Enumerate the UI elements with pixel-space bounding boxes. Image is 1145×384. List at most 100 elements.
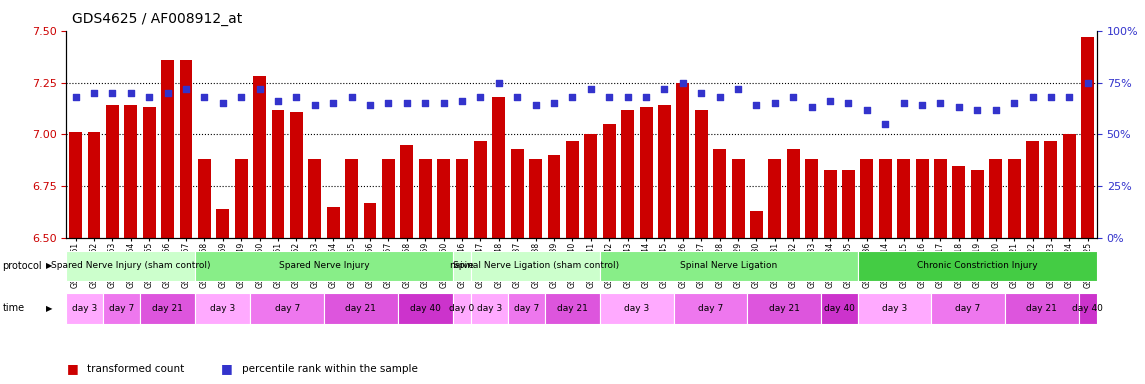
Point	[232, 94, 251, 100]
Point	[913, 102, 931, 108]
Point	[839, 100, 858, 106]
Bar	[198, 159, 211, 238]
Text: day 7: day 7	[109, 304, 134, 313]
Point	[1024, 94, 1042, 100]
Text: day 3: day 3	[477, 304, 503, 313]
Bar	[916, 159, 929, 238]
Bar	[456, 159, 468, 238]
Bar	[1063, 134, 1076, 238]
Bar	[66, 251, 195, 281]
Bar	[474, 141, 487, 238]
Text: Spared Nerve Injury: Spared Nerve Injury	[278, 262, 370, 270]
Point	[214, 100, 232, 106]
Text: day 40: day 40	[824, 304, 854, 313]
Bar	[397, 293, 452, 323]
Point	[876, 121, 894, 127]
Point	[637, 94, 655, 100]
Point	[1005, 100, 1024, 106]
Point	[600, 94, 618, 100]
Bar	[748, 293, 821, 323]
Point	[490, 79, 508, 86]
Bar	[787, 149, 799, 238]
Bar	[842, 170, 855, 238]
Bar	[677, 83, 689, 238]
Bar	[324, 293, 397, 323]
Text: naive: naive	[450, 262, 474, 270]
Bar	[547, 155, 561, 238]
Bar	[602, 124, 616, 238]
Point	[821, 98, 839, 104]
Point	[66, 94, 85, 100]
Bar	[821, 293, 858, 323]
Bar	[1026, 141, 1039, 238]
Point	[563, 94, 582, 100]
Point	[1079, 79, 1097, 86]
Text: ▶: ▶	[46, 304, 53, 313]
Bar	[600, 293, 673, 323]
Text: day 3: day 3	[72, 304, 97, 313]
Bar	[251, 293, 324, 323]
Bar	[345, 159, 358, 238]
Bar	[290, 112, 303, 238]
Text: day 0: day 0	[450, 304, 475, 313]
Bar	[600, 251, 858, 281]
Text: day 3: day 3	[624, 304, 649, 313]
Bar	[472, 251, 600, 281]
Bar	[419, 159, 432, 238]
Text: day 3: day 3	[882, 304, 907, 313]
Bar	[180, 60, 192, 238]
Text: protocol: protocol	[2, 261, 42, 271]
Bar	[308, 159, 322, 238]
Bar	[673, 293, 748, 323]
Text: day 40: day 40	[1072, 304, 1103, 313]
Point	[582, 86, 600, 92]
Bar	[195, 293, 251, 323]
Bar	[106, 105, 119, 238]
Point	[803, 104, 821, 111]
Text: ▶: ▶	[46, 262, 53, 270]
Bar	[640, 108, 653, 238]
Bar	[161, 60, 174, 238]
Point	[545, 100, 563, 106]
Text: day 21: day 21	[768, 304, 799, 313]
Bar	[143, 108, 156, 238]
Text: percentile rank within the sample: percentile rank within the sample	[242, 364, 418, 374]
Text: Spinal Nerve Ligation: Spinal Nerve Ligation	[680, 262, 777, 270]
Text: Spinal Nerve Ligation (sham control): Spinal Nerve Ligation (sham control)	[452, 262, 618, 270]
Text: day 21: day 21	[346, 304, 377, 313]
Bar	[401, 145, 413, 238]
Text: GDS4625 / AF008912_at: GDS4625 / AF008912_at	[72, 12, 243, 25]
Bar	[622, 109, 634, 238]
Bar	[271, 109, 284, 238]
Point	[1060, 94, 1079, 100]
Bar	[69, 132, 82, 238]
Point	[673, 79, 692, 86]
Point	[416, 100, 434, 106]
Point	[196, 94, 214, 100]
Bar	[511, 149, 523, 238]
Point	[176, 86, 195, 92]
Text: ■: ■	[221, 362, 232, 375]
Bar	[695, 109, 708, 238]
Point	[527, 102, 545, 108]
Point	[784, 94, 803, 100]
Bar	[750, 211, 763, 238]
Text: Chronic Constriction Injury: Chronic Constriction Injury	[917, 262, 1037, 270]
Point	[472, 94, 490, 100]
Point	[931, 100, 949, 106]
Bar	[732, 159, 744, 238]
Text: day 7: day 7	[955, 304, 981, 313]
Point	[655, 86, 673, 92]
Bar	[452, 251, 472, 281]
Bar	[140, 293, 195, 323]
Text: day 7: day 7	[275, 304, 300, 313]
Bar	[989, 159, 1002, 238]
Point	[949, 104, 968, 111]
Bar	[492, 97, 505, 238]
Point	[987, 106, 1005, 113]
Point	[342, 94, 361, 100]
Bar	[858, 293, 931, 323]
Bar	[860, 159, 874, 238]
Point	[711, 94, 729, 100]
Text: time: time	[2, 303, 24, 313]
